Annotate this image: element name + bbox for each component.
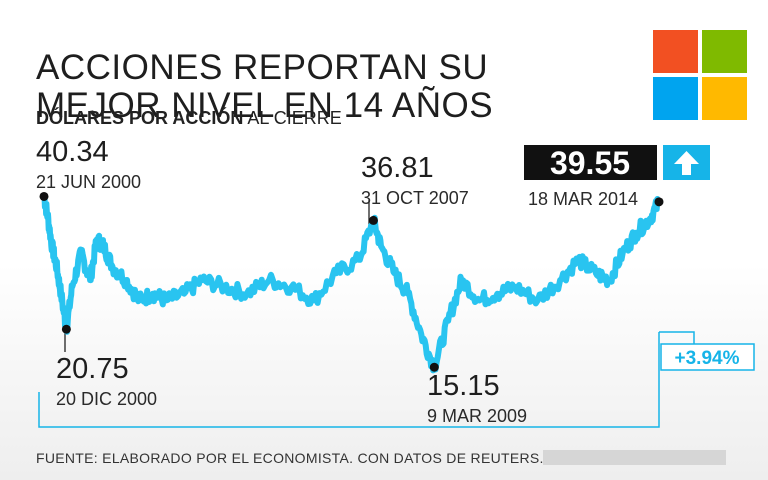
logo-yellow-square [702,77,747,120]
change-badge [660,343,755,371]
microsoft-logo-icon [653,30,747,120]
price-series [41,193,662,374]
data-point-marker-1 [61,324,71,334]
source-redaction-bar [543,450,726,465]
annotation-markers [39,191,664,372]
label-date-high-2000: 21 JUN 2000 [36,172,141,192]
label-date-low-2000: 20 DIC 2000 [56,389,157,409]
logo-red-square [653,30,698,73]
subtitle-units: DÓLARES POR ACCIÓN [36,108,244,128]
title-line-1: ACCIONES REPORTAN SU [36,48,489,88]
label-value-high-2000: 40.34 [36,136,109,168]
logo-green-square [702,30,747,73]
data-point-marker-2 [368,215,378,225]
label-value-peak-2007: 36.81 [361,152,434,184]
data-point-marker-0 [39,191,49,201]
chart-title: ACCIONES REPORTAN SU MEJOR NIVEL EN 14 A… [36,49,556,125]
data-point-marker-4 [654,197,664,207]
label-value-low-2000: 20.75 [56,353,129,385]
latest-value-box [524,145,657,180]
label-value-latest: 39.55 [550,145,630,181]
label-date-latest: 18 MAR 2014 [528,189,638,209]
subtitle-qualifier: AL CIERRE [247,108,342,128]
up-arrow-icon [674,151,699,175]
title-line-2: MEJOR NIVEL EN 14 AÑOS [36,86,494,126]
source-note: FUENTE: ELABORADO POR EL ECONOMISTA. CON… [36,450,544,466]
label-value-low-2009: 15.15 [427,370,500,402]
label-date-peak-2007: 31 OCT 2007 [361,188,469,208]
change-bracket [38,331,695,428]
change-label: +3.94% [675,348,740,369]
data-point-marker-3 [429,362,439,372]
logo-blue-square [653,77,698,120]
label-date-low-2009: 9 MAR 2009 [427,406,527,426]
chart-subtitle: DÓLARES POR ACCIÓN AL CIERRE [36,108,342,129]
series-line-0 [41,193,662,374]
